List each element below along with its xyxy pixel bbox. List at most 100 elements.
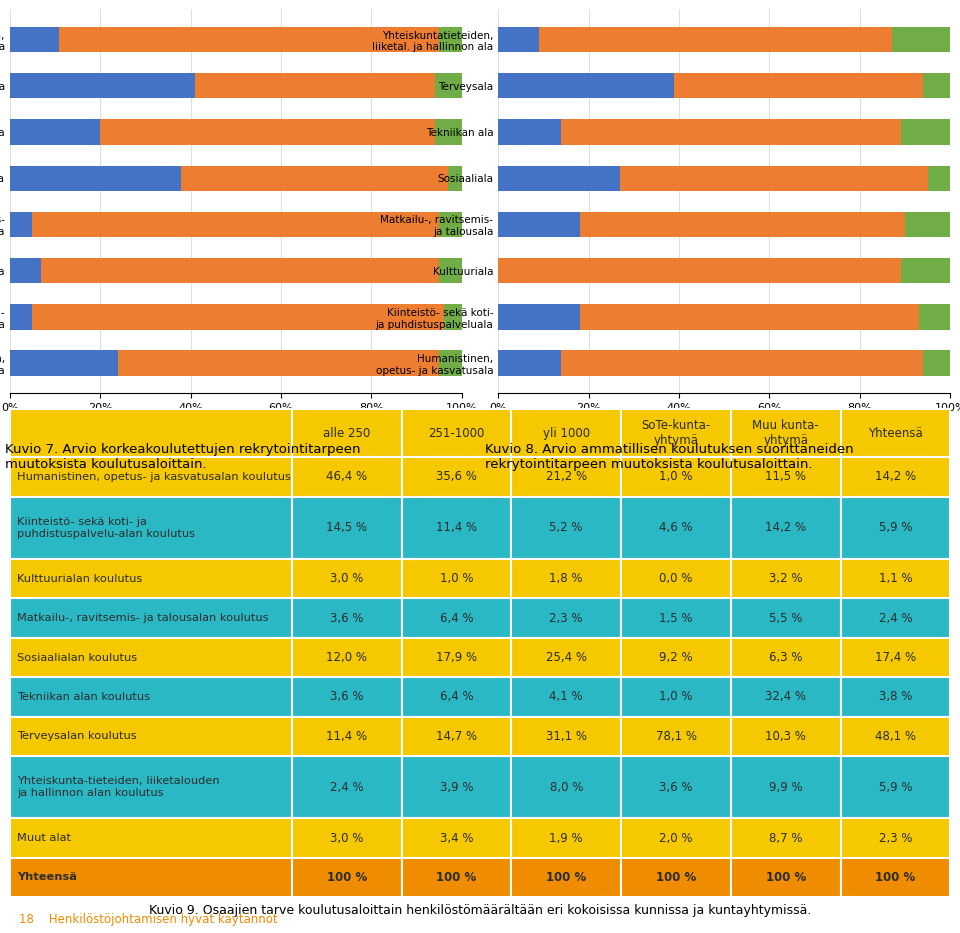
Bar	[675, 73, 924, 99]
Text: 14,7 %: 14,7 %	[436, 730, 477, 743]
Bar	[512, 857, 621, 898]
Bar	[118, 351, 440, 376]
Bar	[731, 559, 841, 598]
Bar	[498, 258, 900, 284]
Bar	[401, 410, 512, 457]
Bar	[10, 677, 292, 717]
Text: 1,1 %: 1,1 %	[878, 572, 912, 585]
Text: Sosiaalialan koulutus: Sosiaalialan koulutus	[17, 652, 137, 662]
Text: 100 %: 100 %	[326, 871, 367, 884]
Bar	[512, 677, 621, 717]
Text: 3,4 %: 3,4 %	[440, 831, 473, 844]
Bar	[731, 818, 841, 857]
Bar	[401, 638, 512, 677]
Text: 5,9 %: 5,9 %	[878, 522, 912, 535]
Text: 100 %: 100 %	[656, 871, 696, 884]
Text: 46,4 %: 46,4 %	[326, 470, 368, 483]
Text: 251-1000: 251-1000	[428, 426, 485, 439]
Bar	[731, 756, 841, 818]
Bar	[621, 410, 731, 457]
Bar	[892, 27, 950, 52]
Text: 0,0 %: 0,0 %	[660, 572, 693, 585]
Bar	[512, 496, 621, 559]
Bar	[401, 598, 512, 638]
Bar	[292, 677, 401, 717]
Bar	[440, 212, 462, 237]
Bar	[512, 559, 621, 598]
Bar	[919, 304, 950, 329]
Bar	[841, 857, 950, 898]
Bar	[401, 717, 512, 756]
Bar	[10, 304, 33, 329]
Text: 78,1 %: 78,1 %	[656, 730, 697, 743]
Bar	[292, 818, 401, 857]
Text: alle 250: alle 250	[324, 426, 371, 439]
Text: 1,0 %: 1,0 %	[660, 470, 693, 483]
Bar	[621, 638, 731, 677]
Bar	[621, 677, 731, 717]
Bar	[512, 638, 621, 677]
Text: 48,1 %: 48,1 %	[875, 730, 916, 743]
Bar	[731, 410, 841, 457]
Bar	[620, 165, 927, 191]
Bar	[292, 457, 401, 496]
Bar	[621, 857, 731, 898]
Text: 3,6 %: 3,6 %	[330, 690, 364, 703]
Bar	[841, 756, 950, 818]
Text: Tekniikan alan koulutus: Tekniikan alan koulutus	[17, 692, 150, 702]
Text: 31,1 %: 31,1 %	[545, 730, 587, 743]
Bar	[401, 457, 512, 496]
Bar	[621, 457, 731, 496]
Bar	[440, 351, 462, 376]
Text: SoTe-kunta-
yhtymä: SoTe-kunta- yhtymä	[641, 419, 710, 447]
Text: 3,8 %: 3,8 %	[878, 690, 912, 703]
Bar	[621, 598, 731, 638]
Bar	[10, 351, 118, 376]
Bar	[621, 559, 731, 598]
Bar	[841, 818, 950, 857]
Text: 3,0 %: 3,0 %	[330, 831, 364, 844]
Bar	[731, 677, 841, 717]
Bar	[539, 27, 892, 52]
Text: Kuvio 7. Arvio korkeakoulutettujen rekrytointitarpeen
muutoksista koulutusaloitt: Kuvio 7. Arvio korkeakoulutettujen rekry…	[5, 443, 360, 471]
Text: 3,2 %: 3,2 %	[769, 572, 803, 585]
Bar	[181, 165, 448, 191]
Text: Muu kunta-
yhtymä: Muu kunta- yhtymä	[753, 419, 819, 447]
Text: 9,2 %: 9,2 %	[660, 651, 693, 664]
Bar	[10, 559, 292, 598]
Bar	[292, 756, 401, 818]
Bar	[195, 73, 435, 99]
Text: 8,0 %: 8,0 %	[549, 781, 583, 794]
Text: 6,4 %: 6,4 %	[440, 690, 473, 703]
Bar	[905, 212, 950, 237]
Text: 1,9 %: 1,9 %	[549, 831, 583, 844]
Text: 17,9 %: 17,9 %	[436, 651, 477, 664]
Bar	[731, 598, 841, 638]
Bar	[512, 818, 621, 857]
Bar	[498, 73, 675, 99]
Text: 1,0 %: 1,0 %	[660, 690, 693, 703]
Text: Humanistinen, opetus- ja kasvatusalan koulutus: Humanistinen, opetus- ja kasvatusalan ko…	[17, 472, 291, 482]
Bar	[498, 165, 620, 191]
Bar	[41, 258, 440, 284]
Bar	[10, 638, 292, 677]
Text: 6,3 %: 6,3 %	[769, 651, 803, 664]
Bar	[841, 717, 950, 756]
Bar	[292, 598, 401, 638]
Text: 3,0 %: 3,0 %	[330, 572, 364, 585]
Text: 25,4 %: 25,4 %	[545, 651, 587, 664]
Text: 2,3 %: 2,3 %	[878, 831, 912, 844]
Text: 2,4 %: 2,4 %	[330, 781, 364, 794]
Bar	[900, 119, 950, 145]
Bar	[512, 410, 621, 457]
Bar	[292, 638, 401, 677]
Text: Kuvio 8. Arvio ammatillisen koulutuksen suorittaneiden
rekrytointitarpeen muutok: Kuvio 8. Arvio ammatillisen koulutuksen …	[485, 443, 853, 471]
Text: 5,5 %: 5,5 %	[769, 612, 803, 625]
Bar	[580, 212, 905, 237]
Text: 14,5 %: 14,5 %	[326, 522, 368, 535]
Bar	[10, 73, 195, 99]
Bar	[440, 258, 462, 284]
Text: 2,3 %: 2,3 %	[549, 612, 583, 625]
Bar	[401, 756, 512, 818]
Bar	[292, 717, 401, 756]
